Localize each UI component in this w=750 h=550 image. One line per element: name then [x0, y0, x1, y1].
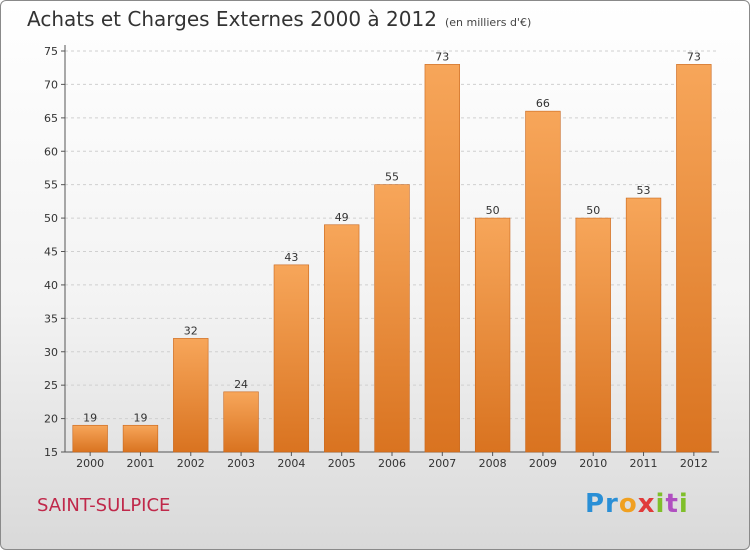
chart-unit: (en milliers d'€): [444, 16, 532, 29]
x-tick-labels: 2000 2001 2002 2003 2004 2005 2006 2007 2008 2009…: [76, 452, 708, 470]
y-tick-label: 65: [44, 112, 58, 125]
bar-2009: [525, 110, 561, 453]
x-tick-label-2002: 2002: [177, 457, 205, 470]
bar-2002: [173, 338, 209, 453]
chart-title-text: Achats et Charges Externes 2000 à 2012: [27, 7, 437, 31]
x-tick-label-2012: 2012: [680, 457, 708, 470]
x-tick-label-2005: 2005: [328, 457, 356, 470]
proxiti-logo[interactable]: Proxiti: [585, 489, 689, 519]
x-tick-label-2000: 2000: [76, 457, 104, 470]
bar-2004: [273, 264, 310, 453]
x-tick-label-2006: 2006: [378, 457, 406, 470]
bar-2007: [424, 64, 460, 453]
data-labels: 19 19 32 24 43 49 55 73 50 66 50 53 73: [83, 50, 701, 424]
x-tick-label-2008: 2008: [479, 457, 507, 470]
y-tick-label: 45: [44, 246, 58, 259]
bars: [72, 64, 712, 453]
y-tick-label: 75: [44, 45, 58, 58]
y-tick-label: 40: [44, 279, 58, 292]
data-label-2010: 50: [586, 204, 600, 217]
bar-2006: [374, 184, 410, 453]
town-name: SAINT-SULPICE: [37, 495, 171, 516]
x-tick-label-2003: 2003: [227, 457, 255, 470]
bar-2012: [676, 64, 712, 453]
data-label-2000: 19: [83, 411, 97, 424]
y-tick-label: 50: [44, 212, 58, 225]
data-label-2001: 19: [133, 411, 147, 424]
data-label-2002: 32: [184, 324, 198, 337]
data-label-2008: 50: [486, 204, 500, 217]
data-label-2011: 53: [637, 184, 651, 197]
data-label-2007: 73: [435, 50, 449, 63]
x-tick-label-2011: 2011: [630, 457, 658, 470]
x-tick-label-2001: 2001: [126, 457, 154, 470]
y-tick-label: 25: [44, 379, 58, 392]
y-tick-label: 35: [44, 312, 58, 325]
bar-2003: [223, 391, 259, 453]
bar-2000: [72, 424, 108, 453]
y-tick-label: 70: [44, 78, 58, 91]
data-label-2004: 43: [284, 251, 298, 264]
y-tick-label: 30: [44, 346, 58, 359]
data-label-2003: 24: [234, 378, 248, 391]
y-tick-labels: 15 20 25 30 35 40 45 50 55 60 65 70 75: [44, 45, 65, 459]
x-tick-label-2010: 2010: [579, 457, 607, 470]
x-tick-label-2004: 2004: [277, 457, 305, 470]
y-tick-label: 20: [44, 413, 58, 426]
y-tick-label: 60: [44, 145, 58, 158]
chart-title: Achats et Charges Externes 2000 à 2012 (e…: [27, 7, 531, 31]
bar-2010: [575, 217, 611, 453]
x-tick-label-2007: 2007: [428, 457, 456, 470]
y-tick-label: 15: [44, 446, 58, 459]
y-tick-label: 55: [44, 179, 58, 192]
bar-2011: [625, 197, 662, 453]
bar-2005: [324, 224, 360, 453]
x-tick-label-2009: 2009: [529, 457, 557, 470]
bar-2008: [474, 217, 511, 453]
data-label-2005: 49: [335, 211, 349, 224]
bar-2001: [122, 424, 159, 453]
data-label-2009: 66: [536, 97, 550, 110]
data-label-2006: 55: [385, 171, 399, 184]
data-label-2012: 73: [687, 50, 701, 63]
